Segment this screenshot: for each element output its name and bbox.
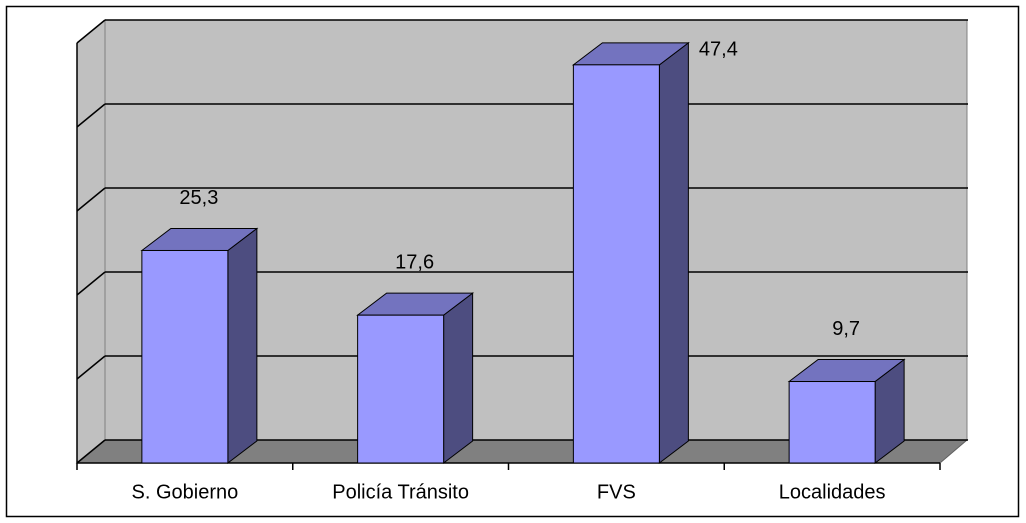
- bar: [788, 381, 876, 464]
- bar: [357, 314, 445, 464]
- walls: [75, 18, 969, 465]
- grid-line-side: [76, 355, 106, 380]
- grid-line-side: [76, 19, 106, 44]
- side-wall: [76, 18, 106, 465]
- grid-line-side: [76, 271, 106, 296]
- bar: [572, 64, 660, 464]
- x-tick-label: Localidades: [779, 481, 886, 503]
- grid-line-side: [76, 103, 106, 128]
- x-tick-label: FVS: [597, 481, 636, 503]
- grid-line-side: [76, 439, 106, 464]
- data-label: 17,6: [395, 251, 434, 273]
- bar-side: [227, 227, 258, 465]
- data-label: 9,7: [832, 318, 860, 340]
- data-label: 25,3: [179, 187, 218, 209]
- x-tick-label: Policía Tránsito: [332, 481, 469, 503]
- bar: [141, 249, 229, 464]
- bar-side: [658, 41, 689, 465]
- bar-side: [443, 292, 474, 465]
- data-label: 47,4: [699, 38, 738, 60]
- x-tick-label: S. Gobierno: [132, 481, 239, 503]
- grid-line-side: [76, 187, 106, 212]
